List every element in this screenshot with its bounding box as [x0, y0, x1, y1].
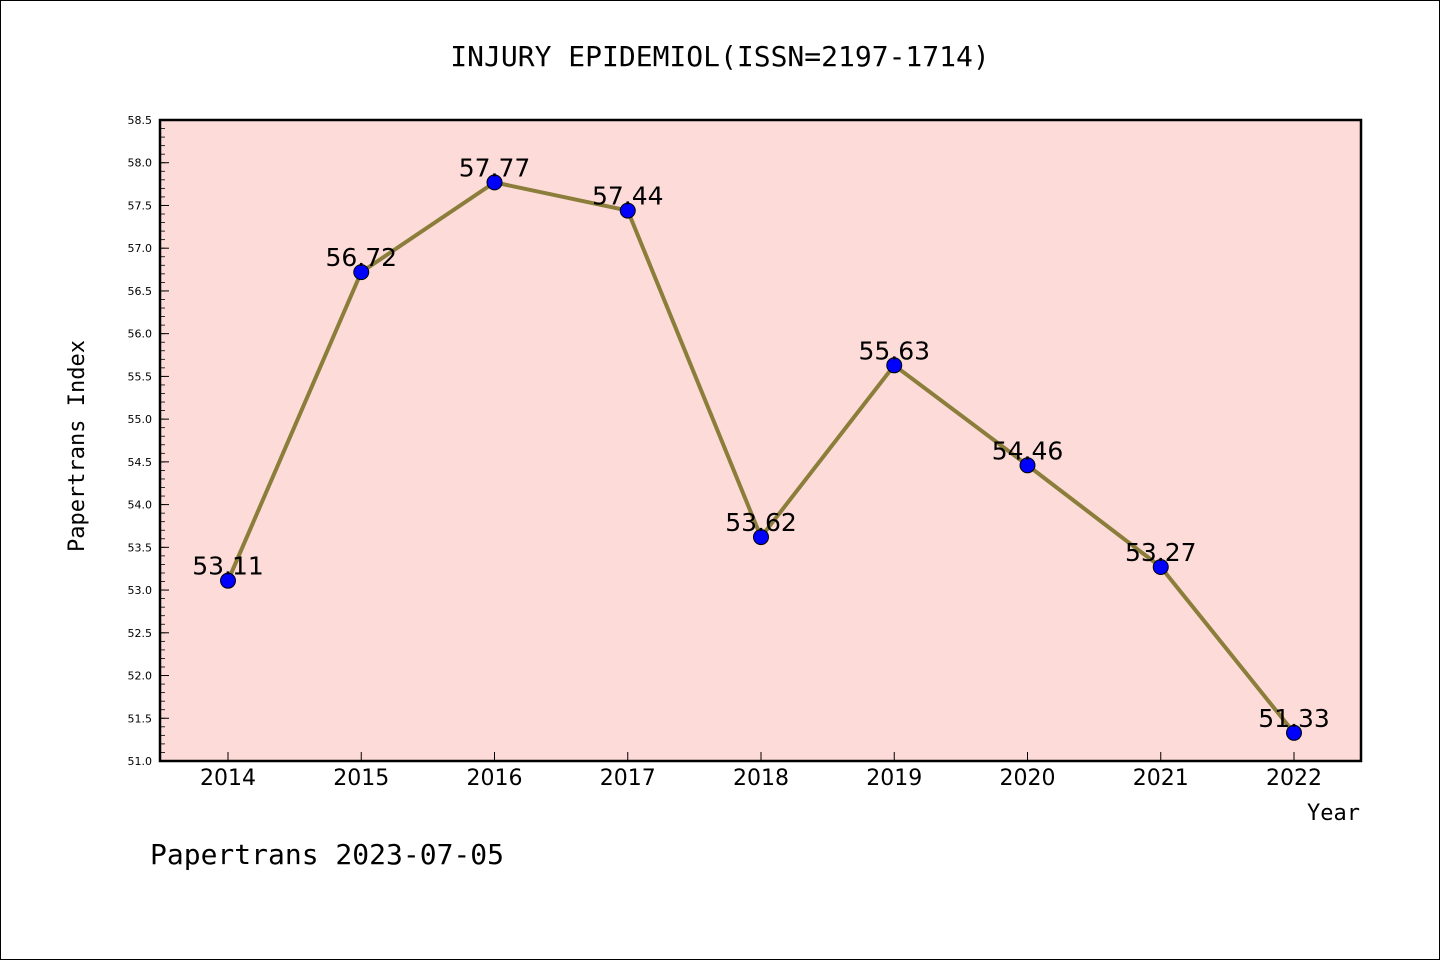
data-labels: 53.11 56.72 57.77 57.44 53.62 55.63 54.46 53.27…	[192, 153, 1330, 732]
data-point	[1152, 558, 1169, 575]
data-point	[1019, 457, 1036, 474]
x-axis: 2014 2015 2016 2017 2018 2019 2020 2021 2022	[200, 752, 1322, 791]
x-tick-label: 2015	[333, 766, 389, 791]
x-tick-label: 2014	[200, 766, 256, 791]
y-tick-label: 52.0	[128, 670, 153, 683]
y-tick-label: 55.0	[128, 413, 153, 426]
y-tick-label: 52.5	[128, 627, 153, 640]
y-tick-label: 51.5	[128, 712, 153, 725]
x-axis-label: Year	[1307, 801, 1360, 826]
data-point	[353, 264, 370, 281]
data-label: 51.33	[1258, 704, 1330, 733]
y-tick-label: 53.5	[128, 541, 153, 554]
data-point	[486, 174, 503, 191]
y-tick-label: 53.0	[128, 584, 153, 597]
data-label: 56.72	[325, 243, 397, 272]
x-tick-label: 2016	[467, 766, 523, 791]
y-tick-label: 58.5	[128, 114, 153, 127]
x-tick-label: 2022	[1266, 766, 1322, 791]
x-tick-label: 2017	[600, 766, 656, 791]
chart-title: INJURY EPIDEMIOL(ISSN=2197-1714)	[450, 40, 989, 73]
data-label: 53.62	[725, 508, 797, 537]
data-point	[1286, 724, 1302, 741]
data-label: 57.44	[592, 182, 664, 211]
x-tick-label: 2019	[866, 766, 922, 791]
x-tick-label: 2020	[1000, 766, 1056, 791]
x-tick-label: 2018	[733, 766, 789, 791]
y-tick-label: 58.0	[128, 157, 153, 170]
footer-text: Papertrans 2023-07-05	[150, 838, 504, 871]
data-label: 57.77	[459, 153, 531, 182]
y-tick-label: 57.5	[128, 199, 153, 212]
y-tick-label: 56.5	[128, 285, 153, 298]
y-axis-label: Papertrans Index	[65, 340, 90, 552]
y-tick-label: 51.0	[128, 755, 153, 768]
data-label: 53.11	[192, 552, 264, 581]
y-tick-label: 54.5	[128, 456, 153, 469]
y-axis: 51.0 51.5 52.0 52.5 53.0 53.5 54.0 54.5 55.0 55.5…	[128, 114, 169, 768]
y-tick-label: 56.0	[128, 328, 153, 341]
plot-area	[158, 118, 1363, 763]
x-tick-label: 2021	[1133, 766, 1189, 791]
data-label: 55.63	[858, 336, 930, 365]
data-label: 54.46	[992, 436, 1064, 465]
y-tick-label: 57.0	[128, 242, 153, 255]
data-point	[886, 357, 903, 374]
data-point	[753, 529, 769, 546]
data-points	[220, 174, 1302, 741]
data-point	[220, 572, 236, 589]
y-tick-label: 54.0	[128, 499, 153, 512]
data-point	[619, 202, 636, 219]
data-label: 53.27	[1125, 538, 1197, 567]
y-tick-label: 55.5	[128, 370, 153, 383]
